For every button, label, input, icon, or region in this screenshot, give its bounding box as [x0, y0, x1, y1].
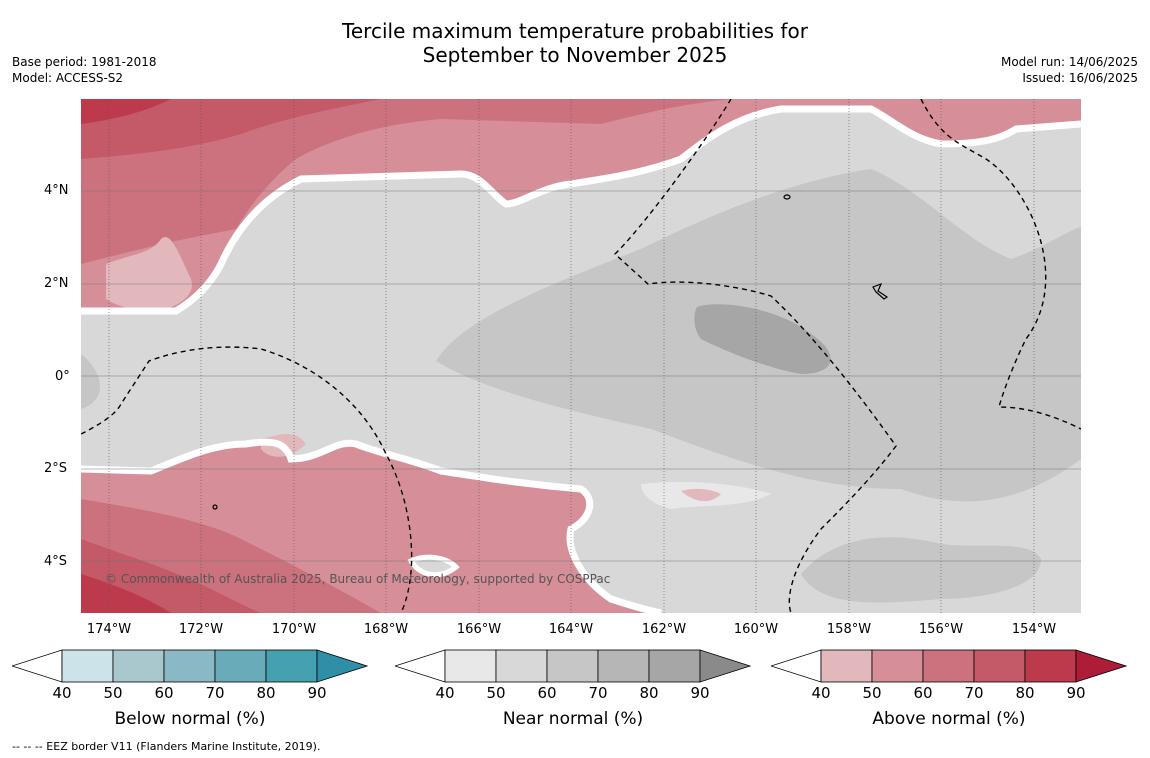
- white-boundary-south: [81, 438, 662, 613]
- above-ne-50-60: [911, 99, 1081, 130]
- probability-map: [81, 99, 1081, 613]
- colorbar-segment: [1024, 649, 1077, 683]
- colorbar-min-arrow: [10, 649, 63, 683]
- colorbar-segment: [871, 649, 924, 683]
- colorbar-segment: [648, 649, 701, 683]
- lon-tick-158w: 158°W: [826, 622, 872, 637]
- title-line-2: September to November 2025: [422, 43, 728, 67]
- lat-tick-2s: 2°S: [44, 461, 68, 476]
- cb-above-tick-60: 60: [913, 684, 933, 702]
- near-normal-south-patch: [801, 537, 1041, 603]
- lat-tick-4s: 4°S: [44, 554, 68, 569]
- lon-tick-174w: 174°W: [86, 622, 132, 637]
- meta-left: Base period: 1981-2018 Model: ACCESS-S2: [12, 54, 157, 86]
- lon-tick-156w: 156°W: [918, 622, 964, 637]
- colorbar-segment: [495, 649, 548, 683]
- above-north-60-70: [81, 99, 731, 264]
- issued-date: Issued: 16/06/2025: [1022, 71, 1138, 85]
- colorbar-segment: [922, 649, 975, 683]
- cb-below-tick-80: 80: [256, 684, 276, 702]
- colorbar-segment: [265, 649, 318, 683]
- above-south-patch-40-50: [681, 488, 721, 502]
- map-svg: [81, 99, 1081, 613]
- above-north-70-80: [81, 99, 381, 159]
- cb-below-tick-70: 70: [205, 684, 225, 702]
- colorbar-segment: [163, 649, 216, 683]
- lon-tick-154w: 154°W: [1011, 622, 1057, 637]
- lon-tick-160w: 160°W: [733, 622, 779, 637]
- meta-right: Model run: 14/06/2025 Issued: 16/06/2025: [1001, 54, 1138, 86]
- lat-tick-4n: 4°N: [44, 183, 69, 198]
- base-period: Base period: 1981-2018: [12, 55, 157, 69]
- lon-tick-172w: 172°W: [178, 622, 224, 637]
- colorbar-below-label: Below normal (%): [114, 709, 266, 729]
- colorbar-above-svg: [769, 649, 1128, 683]
- white-patch-south: [407, 554, 460, 578]
- cb-near-tick-80: 80: [639, 684, 659, 702]
- cb-near-tick-40: 40: [435, 684, 455, 702]
- colorbar-segment: [112, 649, 165, 683]
- above-north-50-60: [81, 99, 1081, 311]
- cb-above-tick-70: 70: [964, 684, 984, 702]
- colorbar-max-arrow: [1075, 649, 1128, 683]
- cb-above-tick-50: 50: [862, 684, 882, 702]
- colorbar-above-label: Above normal (%): [872, 709, 1026, 729]
- lat-tick-2n: 2°N: [44, 276, 69, 291]
- cb-above-tick-40: 40: [811, 684, 831, 702]
- lon-tick-164w: 164°W: [548, 622, 594, 637]
- near-normal-70-80: [694, 304, 831, 374]
- colorbar-segment: [444, 649, 497, 683]
- graticule: [81, 190, 1081, 562]
- model-run: Model run: 14/06/2025: [1000, 55, 1138, 69]
- eez-legend-footer: -- -- -- EEZ border V11 (Flanders Marine…: [12, 740, 321, 753]
- colorbar-near-svg: [393, 649, 752, 683]
- cb-near-tick-50: 50: [486, 684, 506, 702]
- colorbar-min-arrow: [393, 649, 446, 683]
- colorbar-segment: [546, 649, 599, 683]
- cb-above-tick-90: 90: [1066, 684, 1086, 702]
- eez-borders: [81, 99, 1081, 613]
- colorbar-segment: [597, 649, 650, 683]
- chart-title: Tercile maximum temperature probabilitie…: [0, 19, 1150, 67]
- title-line-1: Tercile maximum temperature probabilitie…: [342, 19, 808, 43]
- lon-tick-170w: 170°W: [271, 622, 317, 637]
- colorbar-below: [10, 649, 369, 687]
- above-north-80-90: [81, 99, 171, 124]
- copyright-text: © Commonwealth of Australia 2025, Bureau…: [105, 572, 611, 586]
- colorbar-segment: [61, 649, 114, 683]
- colorbar-segment: [214, 649, 267, 683]
- cb-near-tick-90: 90: [690, 684, 710, 702]
- lon-tick-168w: 168°W: [363, 622, 409, 637]
- cb-below-tick-50: 50: [103, 684, 123, 702]
- cb-below-tick-40: 40: [52, 684, 72, 702]
- colorbar-max-arrow: [316, 649, 369, 683]
- cb-above-tick-80: 80: [1015, 684, 1035, 702]
- colorbar-max-arrow: [699, 649, 752, 683]
- colorbar-near: [393, 649, 752, 687]
- colorbar-segment: [973, 649, 1026, 683]
- colorbar-above: [769, 649, 1128, 687]
- lat-tick-0: 0°: [55, 369, 70, 384]
- lon-tick-166w: 166°W: [456, 622, 502, 637]
- colorbar-min-arrow: [769, 649, 822, 683]
- model-name: Model: ACCESS-S2: [12, 71, 124, 85]
- near-normal-west-patch: [81, 354, 100, 409]
- cb-below-tick-90: 90: [307, 684, 327, 702]
- colorbar-segment: [820, 649, 873, 683]
- above-north-40-50: [106, 237, 192, 311]
- colorbar-below-svg: [10, 649, 369, 683]
- white-boundary-north: [81, 105, 1081, 315]
- cb-near-tick-60: 60: [537, 684, 557, 702]
- above-south-80-90: [81, 574, 171, 613]
- colorbar-near-label: Near normal (%): [502, 709, 644, 729]
- lon-tick-162w: 162°W: [641, 622, 687, 637]
- cb-below-tick-60: 60: [154, 684, 174, 702]
- islands: [212, 194, 889, 510]
- cb-near-tick-70: 70: [588, 684, 608, 702]
